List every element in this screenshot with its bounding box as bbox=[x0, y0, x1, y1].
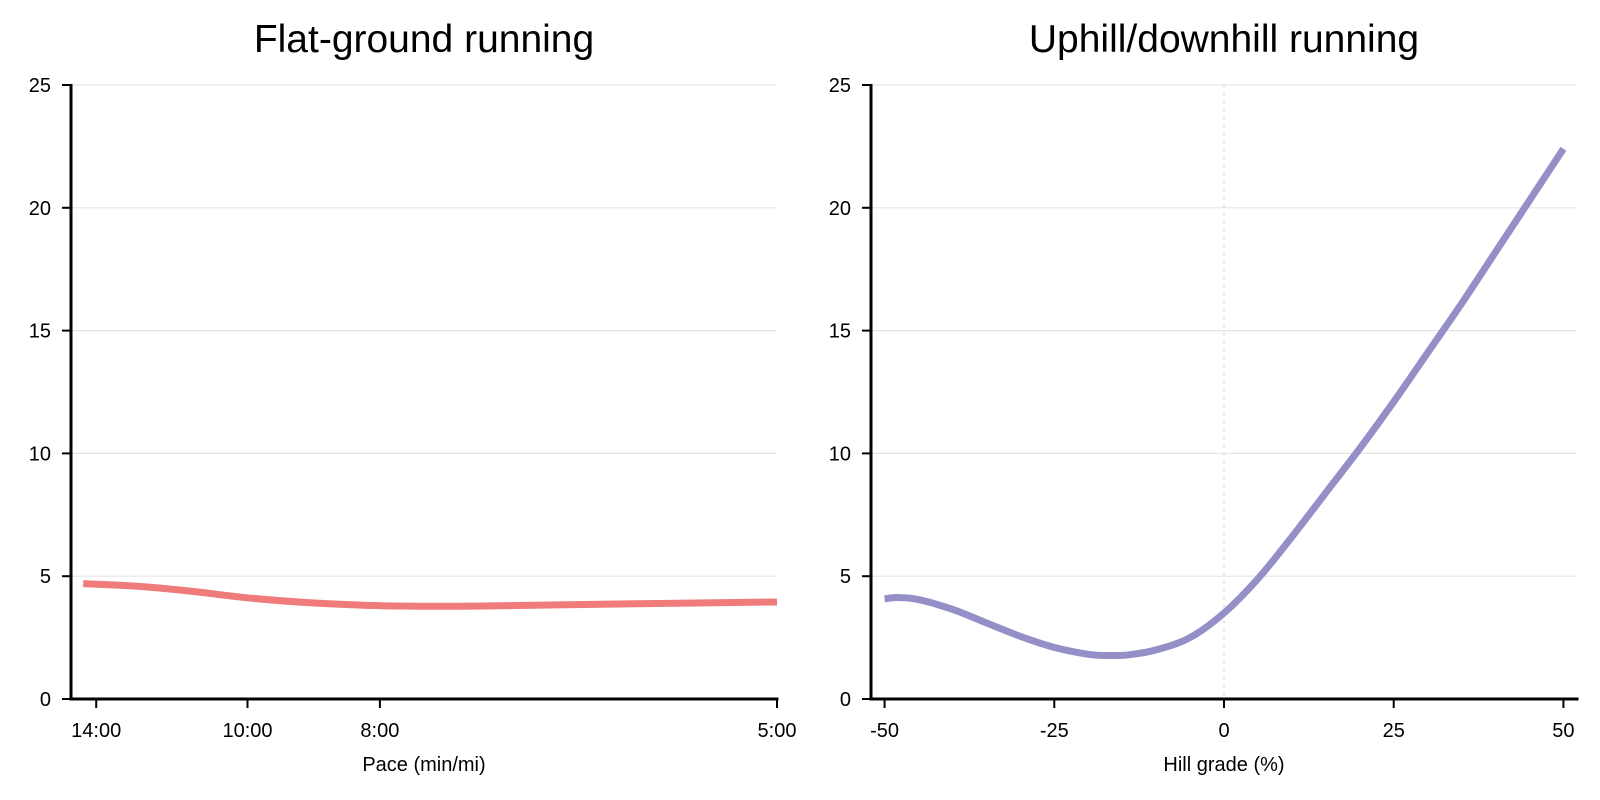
y-tick-label: 15 bbox=[29, 321, 51, 343]
chart-title: Flat-ground running bbox=[254, 18, 594, 61]
y-tick-label: 5 bbox=[40, 566, 51, 588]
y-tick-label: 5 bbox=[840, 566, 851, 588]
y-tick-label: 0 bbox=[40, 689, 51, 711]
y-tick-label: 25 bbox=[829, 75, 851, 97]
x-tick-label: 50 bbox=[1552, 720, 1574, 742]
y-tick-label: 0 bbox=[840, 689, 851, 711]
chart-title: Uphill/downhill running bbox=[1029, 18, 1419, 61]
x-tick-label: 0 bbox=[1218, 720, 1229, 742]
x-tick-label: 10:00 bbox=[222, 720, 272, 742]
x-tick-label: 25 bbox=[1383, 720, 1405, 742]
x-tick-label: 14:00 bbox=[71, 720, 121, 742]
panel-flat-ground: Flat-ground running Pace (min/mi) 0 5 10 15… bbox=[29, 18, 797, 776]
y-tick-label: 10 bbox=[829, 443, 851, 465]
x-tick-label: 5:00 bbox=[758, 720, 797, 742]
x-tick-label: 8:00 bbox=[360, 720, 399, 742]
y-tick-label: 20 bbox=[29, 198, 51, 220]
x-axis-label: Pace (min/mi) bbox=[362, 754, 485, 776]
y-tick-label: 15 bbox=[829, 321, 851, 343]
y-tick-label: 10 bbox=[29, 443, 51, 465]
y-tick-label: 25 bbox=[29, 75, 51, 97]
x-axis-label: Hill grade (%) bbox=[1163, 754, 1284, 776]
x-tick-label: -25 bbox=[1040, 720, 1069, 742]
y-tick-label: 20 bbox=[829, 198, 851, 220]
series-line bbox=[83, 580, 778, 610]
series-line bbox=[884, 146, 1567, 660]
x-tick-label: -50 bbox=[870, 720, 899, 742]
panel-uphill-downhill: Uphill/downhill running Hill grade (%) 0… bbox=[829, 18, 1579, 776]
